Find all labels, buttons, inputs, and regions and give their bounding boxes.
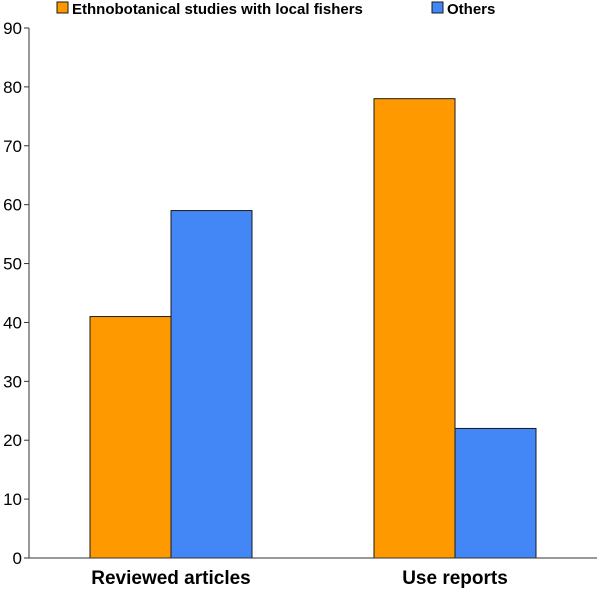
legend: Ethnobotanical studies with local fisher… xyxy=(56,1,495,18)
legend-label-1: Others xyxy=(447,1,495,18)
bar-0-0 xyxy=(89,316,172,559)
bar-0-1 xyxy=(170,210,253,559)
y-tick-label: 50 xyxy=(3,255,22,274)
y-tick-label: 60 xyxy=(3,196,22,215)
y-tick-label: 40 xyxy=(3,313,22,332)
legend-label-0: Ethnobotanical studies with local fisher… xyxy=(72,1,363,18)
x-axis: Reviewed articles Use reports xyxy=(29,557,597,589)
y-tick-label: 30 xyxy=(3,372,22,391)
legend-swatch-1 xyxy=(431,1,444,14)
bar-1-1 xyxy=(454,427,537,559)
legend-swatch-0 xyxy=(56,1,69,14)
y-tick-label: 0 xyxy=(13,549,22,568)
y-axis: 0 10 20 30 40 50 60 70 80 90 xyxy=(3,19,30,568)
category-label-0: Reviewed articles xyxy=(91,568,250,589)
category-label-1: Use reports xyxy=(402,568,508,589)
y-tick-label: 10 xyxy=(3,490,22,509)
bar-1-0 xyxy=(373,98,456,559)
bars xyxy=(89,98,537,559)
y-tick-label: 20 xyxy=(3,431,22,450)
y-tick-label: 80 xyxy=(3,78,22,97)
y-tick-label: 70 xyxy=(3,137,22,156)
y-tick-label: 90 xyxy=(3,19,22,38)
